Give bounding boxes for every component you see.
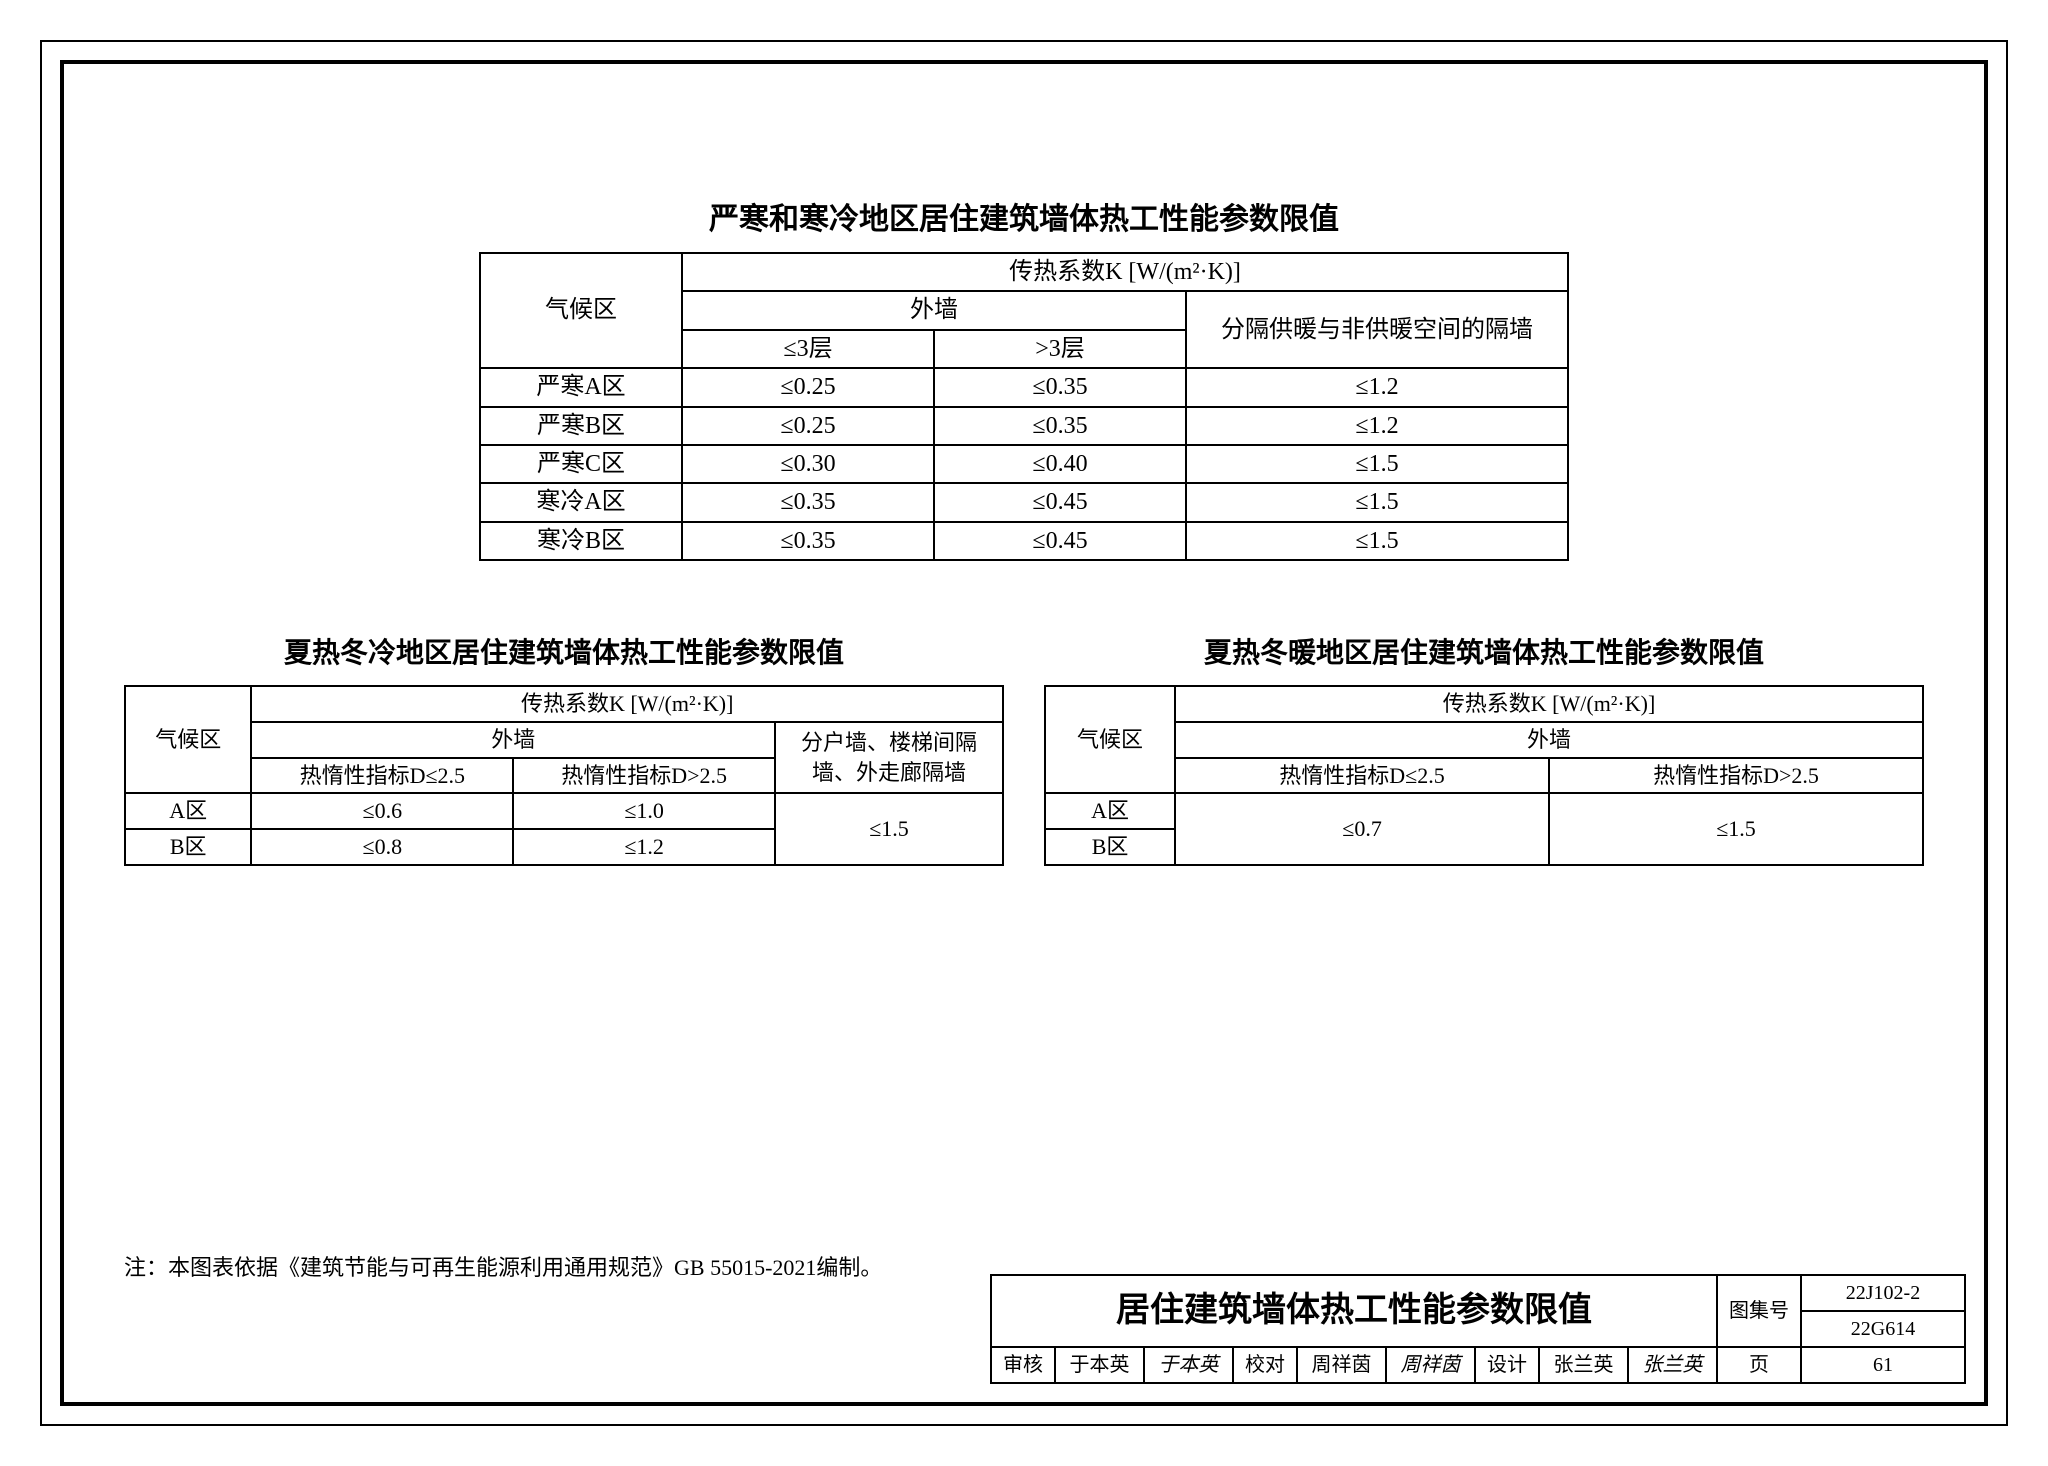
- tb-sheji-s: 张兰英: [1628, 1347, 1717, 1383]
- tb-page-n: 61: [1801, 1347, 1965, 1383]
- t3-dgt-value: ≤1.5: [1549, 793, 1923, 864]
- tb-sheji-l: 设计: [1475, 1347, 1539, 1383]
- table2-title: 夏热冬冷地区居住建筑墙体热工性能参数限值: [124, 631, 1004, 671]
- t2-zone-header: 气候区: [125, 686, 251, 793]
- t2-dle-header: 热惰性指标D≤2.5: [251, 758, 513, 794]
- tb-tuji-2: 22G614: [1801, 1311, 1965, 1347]
- t2-partition-header: 分户墙、楼梯间隔墙、外走廊隔墙: [775, 722, 1003, 793]
- t1-le3-header: ≤3层: [682, 330, 934, 368]
- table1-block: 严寒和寒冷地区居住建筑墙体热工性能参数限值 气候区 传热系数K [W/(m²·K…: [124, 194, 1924, 561]
- t1-outerwall-header: 外墙: [682, 291, 1186, 329]
- table3: 气候区 传热系数K [W/(m²·K)] 外墙 热惰性指标D≤2.5 热惰性指标…: [1044, 685, 1924, 865]
- titleblock-main: 居住建筑墙体热工性能参数限值 图集号 22J102-2 22G614 审核 于本…: [990, 1274, 1966, 1384]
- table3-title: 夏热冬暖地区居住建筑墙体热工性能参数限值: [1044, 631, 1924, 671]
- t2-coeff-header: 传热系数K [W/(m²·K)]: [251, 686, 1003, 722]
- table1: 气候区 传热系数K [W/(m²·K)] 外墙 分隔供暖与非供暖空间的隔墙 ≤3…: [479, 252, 1569, 561]
- t3-outerwall-header: 外墙: [1175, 722, 1923, 758]
- t2-dgt-header: 热惰性指标D>2.5: [513, 758, 775, 794]
- tb-jiaodui-n: 周祥茵: [1297, 1347, 1386, 1383]
- t3-dle-value: ≤0.7: [1175, 793, 1549, 864]
- t2-outerwall-header: 外墙: [251, 722, 775, 758]
- table2-block: 夏热冬冷地区居住建筑墙体热工性能参数限值 气候区 传热系数K [W/(m²·K)…: [124, 631, 1004, 865]
- table-row: 严寒B区 ≤0.25 ≤0.35 ≤1.2: [480, 407, 1568, 445]
- t2-partition-value: ≤1.5: [775, 793, 1003, 864]
- t1-zone-header: 气候区: [480, 253, 682, 368]
- t1-gt3-header: >3层: [934, 330, 1186, 368]
- table-row: A区 ≤0.7 ≤1.5: [1045, 793, 1923, 829]
- tb-tuji-label: 图集号: [1717, 1275, 1801, 1347]
- table-row: A区 ≤0.6 ≤1.0 ≤1.5: [125, 793, 1003, 829]
- titleblock-title-text: 居住建筑墙体热工性能参数限值: [991, 1275, 1717, 1347]
- table-row: 严寒C区 ≤0.30 ≤0.40 ≤1.5: [480, 445, 1568, 483]
- t3-dle-header: 热惰性指标D≤2.5: [1175, 758, 1549, 794]
- tb-tuji-1: 22J102-2: [1801, 1275, 1965, 1311]
- footnote: 注：本图表依据《建筑节能与可再生能源利用通用规范》GB 55015-2021编制…: [124, 1250, 882, 1282]
- tb-jiaodui-l: 校对: [1233, 1347, 1297, 1383]
- tb-jiaodui-s: 周祥茵: [1386, 1347, 1475, 1383]
- t3-coeff-header: 传热系数K [W/(m²·K)]: [1175, 686, 1923, 722]
- table3-block: 夏热冬暖地区居住建筑墙体热工性能参数限值 气候区 传热系数K [W/(m²·K)…: [1044, 631, 1924, 865]
- table-row: 寒冷B区 ≤0.35 ≤0.45 ≤1.5: [480, 522, 1568, 560]
- t1-partition-header: 分隔供暖与非供暖空间的隔墙: [1186, 291, 1568, 368]
- table2: 气候区 传热系数K [W/(m²·K)] 外墙 分户墙、楼梯间隔墙、外走廊隔墙 …: [124, 685, 1004, 865]
- tb-shenhe-l: 审核: [991, 1347, 1055, 1383]
- t1-coeff-header: 传热系数K [W/(m²·K)]: [682, 253, 1568, 291]
- t3-zone-header: 气候区: [1045, 686, 1175, 793]
- tb-sheji-n: 张兰英: [1539, 1347, 1628, 1383]
- tb-page-l: 页: [1717, 1347, 1801, 1383]
- table1-title: 严寒和寒冷地区居住建筑墙体热工性能参数限值: [124, 194, 1924, 238]
- table-row: 严寒A区 ≤0.25 ≤0.35 ≤1.2: [480, 368, 1568, 406]
- tb-shenhe-n: 于本英: [1055, 1347, 1144, 1383]
- t3-dgt-header: 热惰性指标D>2.5: [1549, 758, 1923, 794]
- tb-shenhe-s: 于本英: [1144, 1347, 1233, 1383]
- table-row: 寒冷A区 ≤0.35 ≤0.45 ≤1.5: [480, 483, 1568, 521]
